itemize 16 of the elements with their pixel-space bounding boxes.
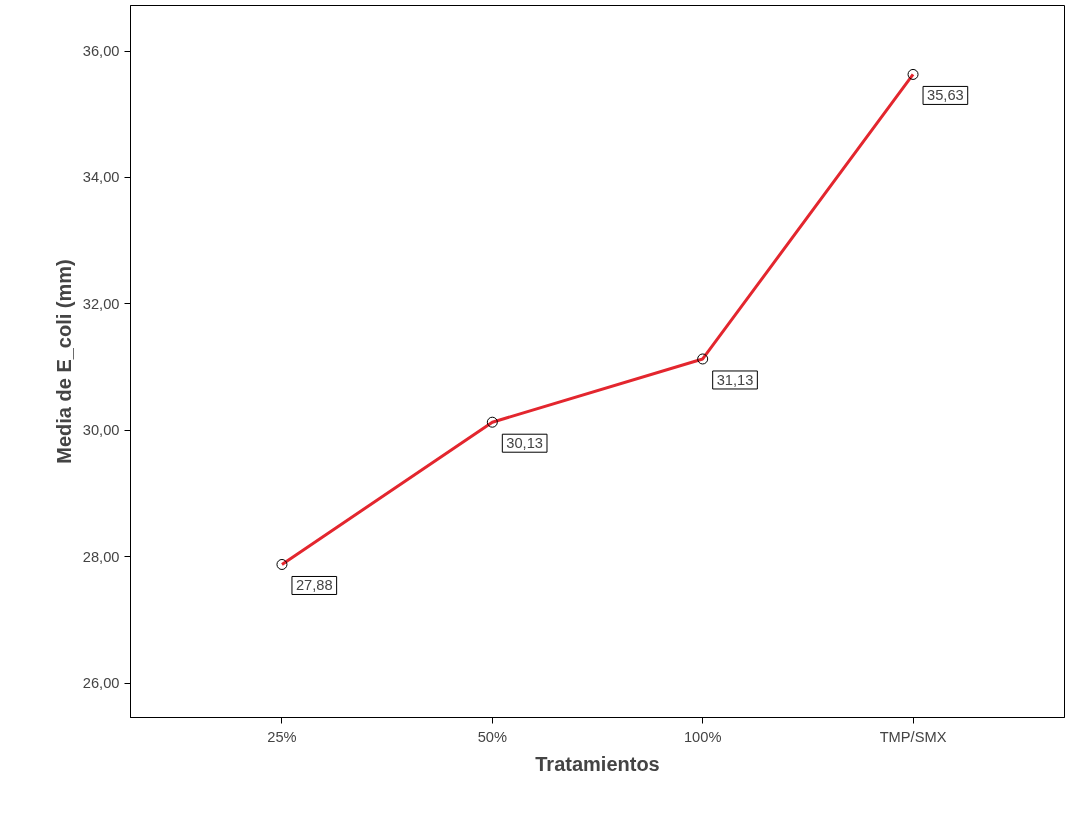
data-label: 35,63 — [927, 87, 964, 104]
x-tick-label: 100% — [683, 728, 722, 745]
y-tick-label: 26,00 — [82, 675, 120, 692]
x-tick-label: TMP/SMX — [879, 728, 947, 745]
y-tick-label: 30,00 — [82, 422, 120, 439]
x-tick-label: 50% — [477, 728, 507, 745]
data-label: 31,13 — [716, 371, 754, 388]
y-axis-title: Media de E_coli (mm) — [52, 259, 75, 464]
y-tick-label: 36,00 — [82, 43, 120, 60]
x-axis-title: Tratamientos — [535, 752, 660, 775]
y-tick-label: 28,00 — [82, 548, 120, 565]
data-label: 27,88 — [295, 577, 333, 594]
x-tick-label: 25% — [267, 728, 297, 745]
y-tick-label: 34,00 — [82, 169, 120, 186]
data-label: 30,13 — [506, 435, 544, 452]
y-tick-label: 32,00 — [82, 295, 120, 312]
